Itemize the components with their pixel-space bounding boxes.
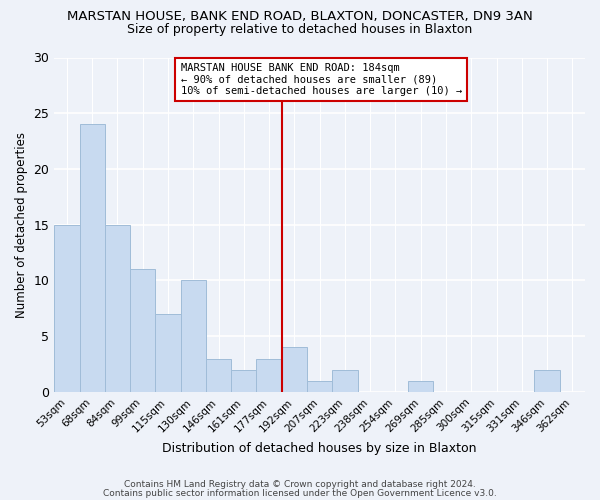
Y-axis label: Number of detached properties: Number of detached properties [15,132,28,318]
Bar [332,370,358,392]
Bar [54,224,80,392]
Bar [80,124,105,392]
Bar [256,358,282,392]
Bar [130,270,155,392]
Text: Contains public sector information licensed under the Open Government Licence v3: Contains public sector information licen… [103,488,497,498]
Text: MARSTAN HOUSE, BANK END ROAD, BLAXTON, DONCASTER, DN9 3AN: MARSTAN HOUSE, BANK END ROAD, BLAXTON, D… [67,10,533,23]
Bar [155,314,181,392]
Bar [231,370,256,392]
Bar [282,348,307,392]
Bar [181,280,206,392]
Bar [408,381,433,392]
Text: Size of property relative to detached houses in Blaxton: Size of property relative to detached ho… [127,22,473,36]
Bar [307,381,332,392]
Bar [206,358,231,392]
X-axis label: Distribution of detached houses by size in Blaxton: Distribution of detached houses by size … [163,442,477,455]
Text: MARSTAN HOUSE BANK END ROAD: 184sqm
← 90% of detached houses are smaller (89)
10: MARSTAN HOUSE BANK END ROAD: 184sqm ← 90… [181,63,462,96]
Bar [105,224,130,392]
Bar [535,370,560,392]
Text: Contains HM Land Registry data © Crown copyright and database right 2024.: Contains HM Land Registry data © Crown c… [124,480,476,489]
